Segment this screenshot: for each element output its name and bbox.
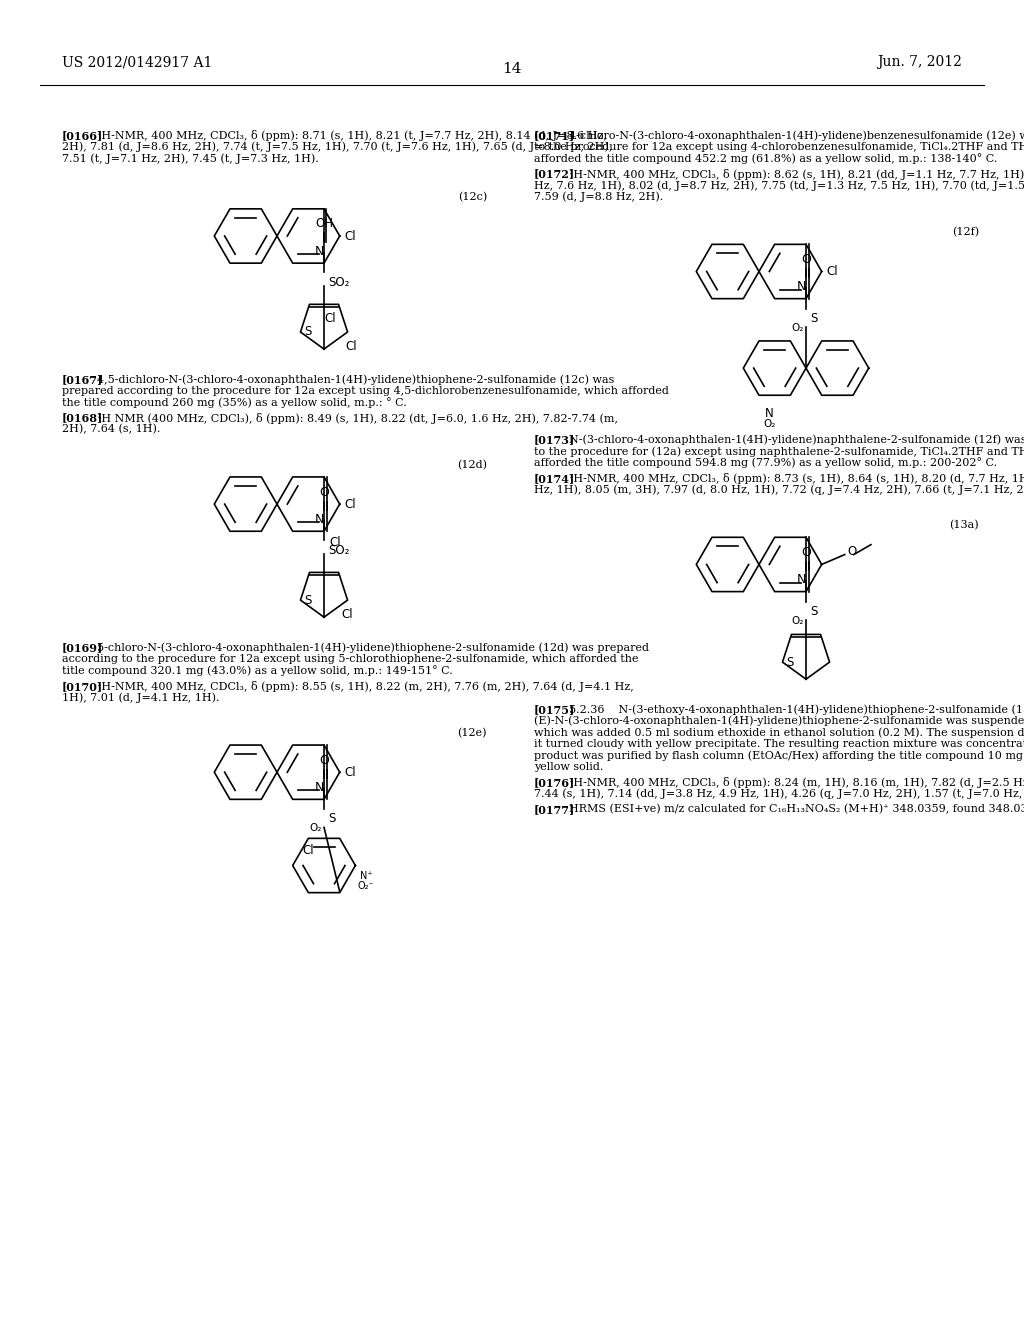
Text: N: N: [797, 573, 806, 586]
Text: O: O: [319, 754, 329, 767]
Text: SO₂: SO₂: [328, 544, 349, 557]
Text: 4,5-dichloro-N-(3-chloro-4-oxonaphthalen-1(4H)-ylidene)thiophene-2-sulfonamide (: 4,5-dichloro-N-(3-chloro-4-oxonaphthalen…: [97, 374, 614, 384]
Text: [0174]: [0174]: [534, 473, 575, 484]
Text: ¹H-NMR, 400 MHz, CDCl₃, δ (ppm): 8.73 (s, 1H), 8.64 (s, 1H), 8.20 (d, 7.7 Hz, 1H: ¹H-NMR, 400 MHz, CDCl₃, δ (ppm): 8.73 (s…: [569, 473, 1024, 484]
Text: 2H), 7.64 (s, 1H).: 2H), 7.64 (s, 1H).: [62, 424, 161, 434]
Text: [0173]: [0173]: [534, 434, 575, 445]
Text: ¹H NMR (400 MHz, CDCl₃), δ (ppm): 8.49 (s, 1H), 8.22 (dt, J=6.0, 1.6 Hz, 2H), 7.: ¹H NMR (400 MHz, CDCl₃), δ (ppm): 8.49 (…: [97, 413, 618, 424]
Text: (13a): (13a): [949, 520, 979, 531]
Text: Jun. 7, 2012: Jun. 7, 2012: [878, 55, 962, 69]
Text: N-(3-chloro-4-oxonaphthalen-1(4H)-ylidene)naphthalene-2-sulfonamide (12f) was pr: N-(3-chloro-4-oxonaphthalen-1(4H)-yliden…: [569, 434, 1024, 445]
Text: (12d): (12d): [457, 459, 487, 470]
Text: ¹H-NMR, 400 MHz, CDCl₃, δ (ppm): 8.24 (m, 1H), 8.16 (m, 1H), 7.82 (d, J=2.5 Hz, : ¹H-NMR, 400 MHz, CDCl₃, δ (ppm): 8.24 (m…: [569, 777, 1024, 788]
Text: OH: OH: [315, 218, 333, 231]
Text: (E)-N-(3-chloro-4-oxonaphthalen-1(4H)-ylidene)thiophene-2-sulfonamide was suspen: (E)-N-(3-chloro-4-oxonaphthalen-1(4H)-yl…: [534, 715, 1024, 726]
Text: N: N: [314, 513, 324, 525]
Text: product was purified by flash column (EtOAc/Hex) affording the title compound 10: product was purified by flash column (Et…: [534, 750, 1024, 760]
Text: N⁺: N⁺: [360, 870, 373, 880]
Text: 1H), 7.01 (d, J=4.1 Hz, 1H).: 1H), 7.01 (d, J=4.1 Hz, 1H).: [62, 692, 219, 702]
Text: ¹H-NMR, 400 MHz, CDCl₃, δ (ppm): 8.55 (s, 1H), 8.22 (m, 2H), 7.76 (m, 2H), 7.64 : ¹H-NMR, 400 MHz, CDCl₃, δ (ppm): 8.55 (s…: [97, 681, 634, 692]
Text: ¹H-NMR, 400 MHz, CDCl₃, δ (ppm): 8.71 (s, 1H), 8.21 (t, J=7.7 Hz, 2H), 8.14 (d, : ¹H-NMR, 400 MHz, CDCl₃, δ (ppm): 8.71 (s…: [97, 129, 607, 141]
Text: S: S: [810, 312, 817, 325]
Text: (12e): (12e): [458, 727, 487, 738]
Text: (12f): (12f): [952, 227, 979, 238]
Text: to the procedure for 12a except using 4-chlorobenzenesulfonamide, TiCl₄.2THF and: to the procedure for 12a except using 4-…: [534, 141, 1024, 152]
Text: [0177]: [0177]: [534, 804, 575, 816]
Text: 14: 14: [502, 62, 522, 77]
Text: it turned cloudy with yellow precipitate. The resulting reaction mixture was con: it turned cloudy with yellow precipitate…: [534, 739, 1024, 748]
Text: Cl: Cl: [345, 230, 356, 243]
Text: which was added 0.5 ml sodium ethoxide in ethanol solution (0.2 M). The suspensi: which was added 0.5 ml sodium ethoxide i…: [534, 727, 1024, 738]
Text: (12c): (12c): [458, 191, 487, 202]
Text: N: N: [314, 781, 324, 795]
Text: US 2012/0142917 A1: US 2012/0142917 A1: [62, 55, 212, 69]
Text: [0172]: [0172]: [534, 169, 575, 180]
Text: [0176]: [0176]: [534, 777, 575, 788]
Text: title compound 320.1 mg (43.0%) as a yellow solid, m.p.: 149-151° C.: title compound 320.1 mg (43.0%) as a yel…: [62, 665, 453, 676]
Text: O: O: [319, 486, 329, 499]
Text: S: S: [304, 594, 312, 607]
Text: afforded the title compound 452.2 mg (61.8%) as a yellow solid, m.p.: 138-140° C: afforded the title compound 452.2 mg (61…: [534, 153, 997, 164]
Text: 5-chloro-N-(3-chloro-4-oxonaphthalen-1(4H)-ylidene)thiophene-2-sulfonamide (12d): 5-chloro-N-(3-chloro-4-oxonaphthalen-1(4…: [97, 643, 649, 653]
Text: [0166]: [0166]: [62, 129, 103, 141]
Text: N: N: [797, 280, 806, 293]
Text: 7.44 (s, 1H), 7.14 (dd, J=3.8 Hz, 4.9 Hz, 1H), 4.26 (q, J=7.0 Hz, 2H), 1.57 (t, : 7.44 (s, 1H), 7.14 (dd, J=3.8 Hz, 4.9 Hz…: [534, 789, 1024, 800]
Text: O₂⁻: O₂⁻: [357, 880, 374, 891]
Text: O: O: [801, 253, 811, 265]
Text: 7.51 (t, J=7.1 Hz, 2H), 7.45 (t, J=7.3 Hz, 1H).: 7.51 (t, J=7.1 Hz, 2H), 7.45 (t, J=7.3 H…: [62, 153, 318, 164]
Text: O: O: [848, 545, 857, 558]
Text: HRMS (ESI+ve) m/z calculated for C₁₆H₁₃NO₄S₂ (M+H)⁺ 348.0359, found 348.0371.: HRMS (ESI+ve) m/z calculated for C₁₆H₁₃N…: [569, 804, 1024, 814]
Text: [0175]: [0175]: [534, 704, 575, 715]
Text: Cl: Cl: [302, 845, 314, 858]
Text: Cl: Cl: [345, 498, 356, 511]
Text: N: N: [765, 408, 774, 421]
Text: according to the procedure for 12a except using 5-chlorothiophene-2-sulfonamide,: according to the procedure for 12a excep…: [62, 653, 639, 664]
Text: to the procedure for (12a) except using naphthalene-2-sulfonamide, TiCl₄.2THF an: to the procedure for (12a) except using …: [534, 446, 1024, 457]
Text: 5.2.36    N-(3-ethoxy-4-oxonaphthalen-1(4H)-ylidene)thiophene-2-sulfonamide (13a: 5.2.36 N-(3-ethoxy-4-oxonaphthalen-1(4H)…: [569, 704, 1024, 714]
Text: Hz, 7.6 Hz, 1H), 8.02 (d, J=8.7 Hz, 2H), 7.75 (td, J=1.3 Hz, 7.5 Hz, 1H), 7.70 (: Hz, 7.6 Hz, 1H), 8.02 (d, J=8.7 Hz, 2H),…: [534, 180, 1024, 190]
Text: O: O: [801, 546, 811, 558]
Text: [0167]: [0167]: [62, 374, 103, 385]
Text: N: N: [314, 244, 324, 257]
Text: yellow solid.: yellow solid.: [534, 762, 603, 772]
Text: Hz, 1H), 8.05 (m, 3H), 7.97 (d, 8.0 Hz, 1H), 7.72 (q, J=7.4 Hz, 2H), 7.66 (t, J=: Hz, 1H), 8.05 (m, 3H), 7.97 (d, 8.0 Hz, …: [534, 484, 1024, 495]
Text: Cl: Cl: [826, 265, 839, 279]
Text: Cl: Cl: [325, 313, 337, 325]
Text: [0170]: [0170]: [62, 681, 103, 692]
Text: Cl: Cl: [346, 341, 357, 352]
Text: 2H), 7.81 (d, J=8.6 Hz, 2H), 7.74 (t, J=7.5 Hz, 1H), 7.70 (t, J=7.6 Hz, 1H), 7.6: 2H), 7.81 (d, J=8.6 Hz, 2H), 7.74 (t, J=…: [62, 141, 612, 152]
Text: O₂: O₂: [792, 615, 804, 626]
Text: S: S: [304, 326, 312, 338]
Text: S: S: [786, 656, 794, 669]
Text: [0171]: [0171]: [534, 129, 575, 141]
Text: O₂: O₂: [792, 322, 804, 333]
Text: prepared according to the procedure for 12a except using 4,5-dichlorobenzenesulf: prepared according to the procedure for …: [62, 385, 669, 396]
Text: the title compound 260 mg (35%) as a yellow solid, m.p.: ° C.: the title compound 260 mg (35%) as a yel…: [62, 397, 407, 408]
Text: S: S: [328, 812, 336, 825]
Text: [0169]: [0169]: [62, 643, 103, 653]
Text: 4-chloro-N-(3-chloro-4-oxonaphthalen-1(4H)-ylidene)benzenesulfonamide (12e) was : 4-chloro-N-(3-chloro-4-oxonaphthalen-1(4…: [569, 129, 1024, 140]
Text: O₂: O₂: [310, 824, 323, 833]
Text: Cl: Cl: [329, 536, 341, 549]
Text: afforded the title compound 594.8 mg (77.9%) as a yellow solid, m.p.: 200-202° C: afforded the title compound 594.8 mg (77…: [534, 458, 997, 469]
Text: SO₂: SO₂: [328, 276, 349, 289]
Text: ¹H-NMR, 400 MHz, CDCl₃, δ (ppm): 8.62 (s, 1H), 8.21 (dd, J=1.1 Hz, 7.7 Hz, 1H), : ¹H-NMR, 400 MHz, CDCl₃, δ (ppm): 8.62 (s…: [569, 169, 1024, 180]
Text: S: S: [810, 605, 817, 618]
Text: Cl: Cl: [345, 766, 356, 779]
Text: [0168]: [0168]: [62, 413, 103, 424]
Text: O₂: O₂: [764, 420, 776, 429]
Text: Cl: Cl: [342, 609, 353, 622]
Text: 7.59 (d, J=8.8 Hz, 2H).: 7.59 (d, J=8.8 Hz, 2H).: [534, 191, 664, 202]
